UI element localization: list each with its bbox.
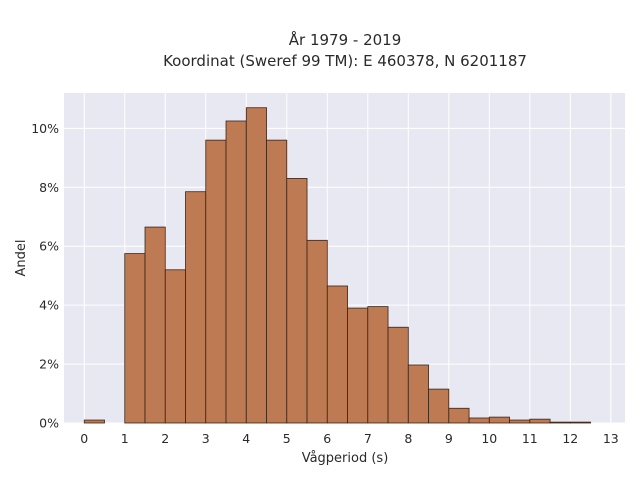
histogram-bar [347,307,369,424]
y-axis-label: Andel [14,240,29,277]
x-axis-ticks: 0 1 2 3 4 5 6 7 8 9 10 11 12 13 [80,431,619,446]
histogram-bar [468,417,490,424]
x-tick-label: 0 [80,431,88,446]
y-tick-label: 4% [39,298,59,313]
histogram-bar [266,139,288,424]
histogram-bar [144,226,166,424]
x-tick-label: 4 [242,431,250,446]
histogram-bar [448,407,470,424]
x-tick-label: 1 [121,431,129,446]
histogram-bar [387,326,409,424]
x-tick-label: 12 [562,431,578,446]
histogram-bar [124,253,146,424]
y-tick-label: 0% [39,416,59,431]
histogram-bar [509,419,531,424]
histogram-bar [225,120,247,424]
x-tick-label: 8 [404,431,412,446]
histogram-bar [185,191,207,424]
x-tick-label: 13 [603,431,619,446]
x-tick-label: 9 [445,431,453,446]
histogram-bar [407,364,429,424]
x-tick-label: 2 [161,431,169,446]
histogram-bar [367,306,389,424]
x-tick-label: 3 [202,431,210,446]
x-tick-label: 5 [283,431,291,446]
histogram-bar [488,416,510,424]
x-tick-label: 10 [481,431,497,446]
histogram-bar [306,239,328,424]
histogram-bar [529,418,551,424]
histogram-bar [83,419,105,424]
histogram-bar [205,139,227,424]
histogram-bar [569,421,591,424]
x-tick-label: 7 [364,431,372,446]
histogram-bar [286,178,308,424]
y-tick-label: 10% [31,121,59,136]
y-tick-label: 2% [39,357,59,372]
x-tick-label: 11 [522,431,538,446]
y-tick-label: 6% [39,239,59,254]
histogram-bar [326,285,348,424]
chart-title-line-1: År 1979 - 2019 [289,30,402,49]
chart-title-line-2: Koordinat (Sweref 99 TM): E 460378, N 62… [163,52,527,70]
histogram-bar [164,269,186,424]
y-axis-ticks: 0% 2% 4% 6% 8% 10% [31,121,59,431]
bars [83,107,591,424]
histogram-bar [549,421,571,424]
histogram-bar [428,388,450,424]
x-axis-label: Vågperiod (s) [302,451,389,466]
y-tick-label: 8% [39,180,59,195]
histogram-bar [245,107,267,424]
x-tick-label: 6 [323,431,331,446]
